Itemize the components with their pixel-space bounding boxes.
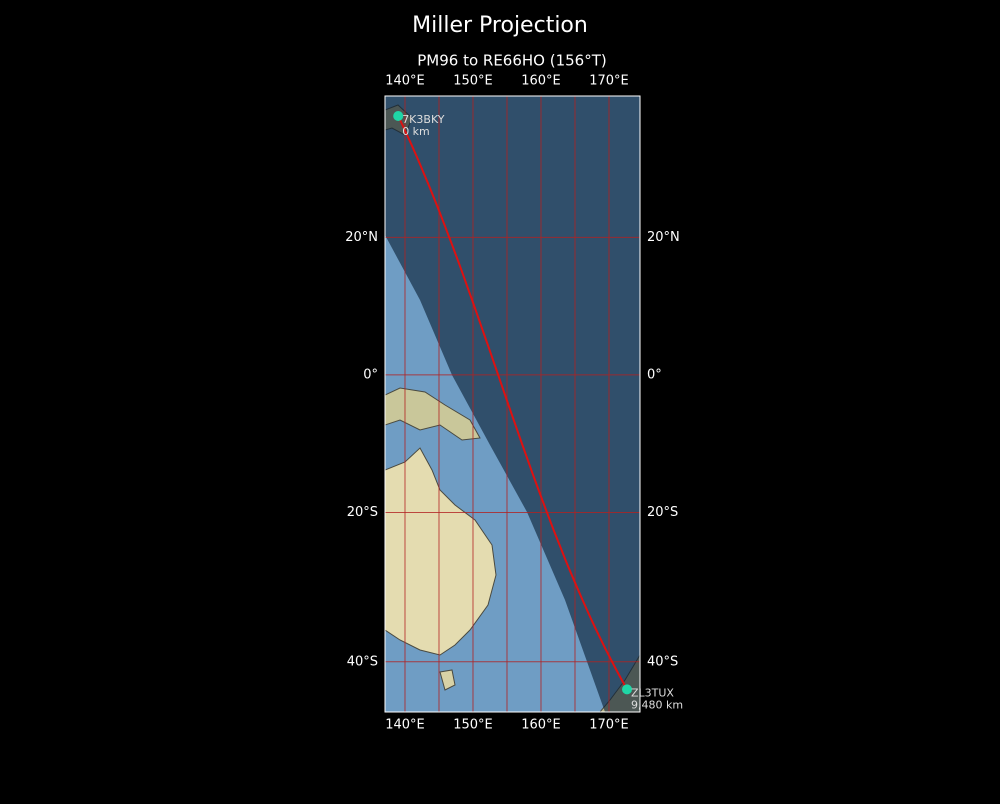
station-marker: [393, 111, 404, 122]
map-area: [385, 96, 640, 712]
y-tick-label: 40°S: [647, 654, 678, 669]
x-tick-label: 170°E: [589, 718, 629, 733]
station-distance: 9,480 km: [631, 698, 683, 711]
y-tick-label: 20°S: [347, 505, 378, 520]
australia: [385, 447, 497, 656]
x-tick-label: 140°E: [385, 74, 425, 89]
x-tick-label: 140°E: [385, 718, 425, 733]
y-tick-label: 20°S: [647, 505, 678, 520]
new-guinea: [385, 387, 481, 441]
x-tick-label: 150°E: [453, 74, 493, 89]
x-tick-label: 160°E: [521, 74, 561, 89]
station-marker: [622, 684, 633, 695]
y-tick-label: 20°N: [647, 230, 680, 245]
map-title: Miller Projection: [412, 13, 588, 38]
x-tick-label: 150°E: [453, 718, 493, 733]
graticule: [385, 96, 640, 712]
station-name: ZL3TUX: [631, 686, 674, 699]
y-tick-label: 40°S: [347, 654, 378, 669]
great-circle-path: [397, 115, 628, 690]
station-name: 7K3BKY: [402, 113, 445, 126]
overlay: 20°N 20°N 0° 0° 20°S 20°S 40°S 40°S 140°E 140°E 15…: [345, 74, 683, 733]
y-tick-label: 0°: [647, 367, 662, 382]
x-tick-label: 170°E: [589, 74, 629, 89]
x-tick-label: 160°E: [521, 718, 561, 733]
y-tick-label: 20°N: [345, 230, 378, 245]
tasmania: [439, 669, 456, 691]
map-frame: [384, 95, 641, 713]
map-subtitle: PM96 to RE66HO (156°T): [417, 52, 607, 70]
night-shade: [385, 96, 640, 712]
station-distance: 0 km: [402, 125, 430, 138]
y-tick-label: 0°: [363, 367, 378, 382]
